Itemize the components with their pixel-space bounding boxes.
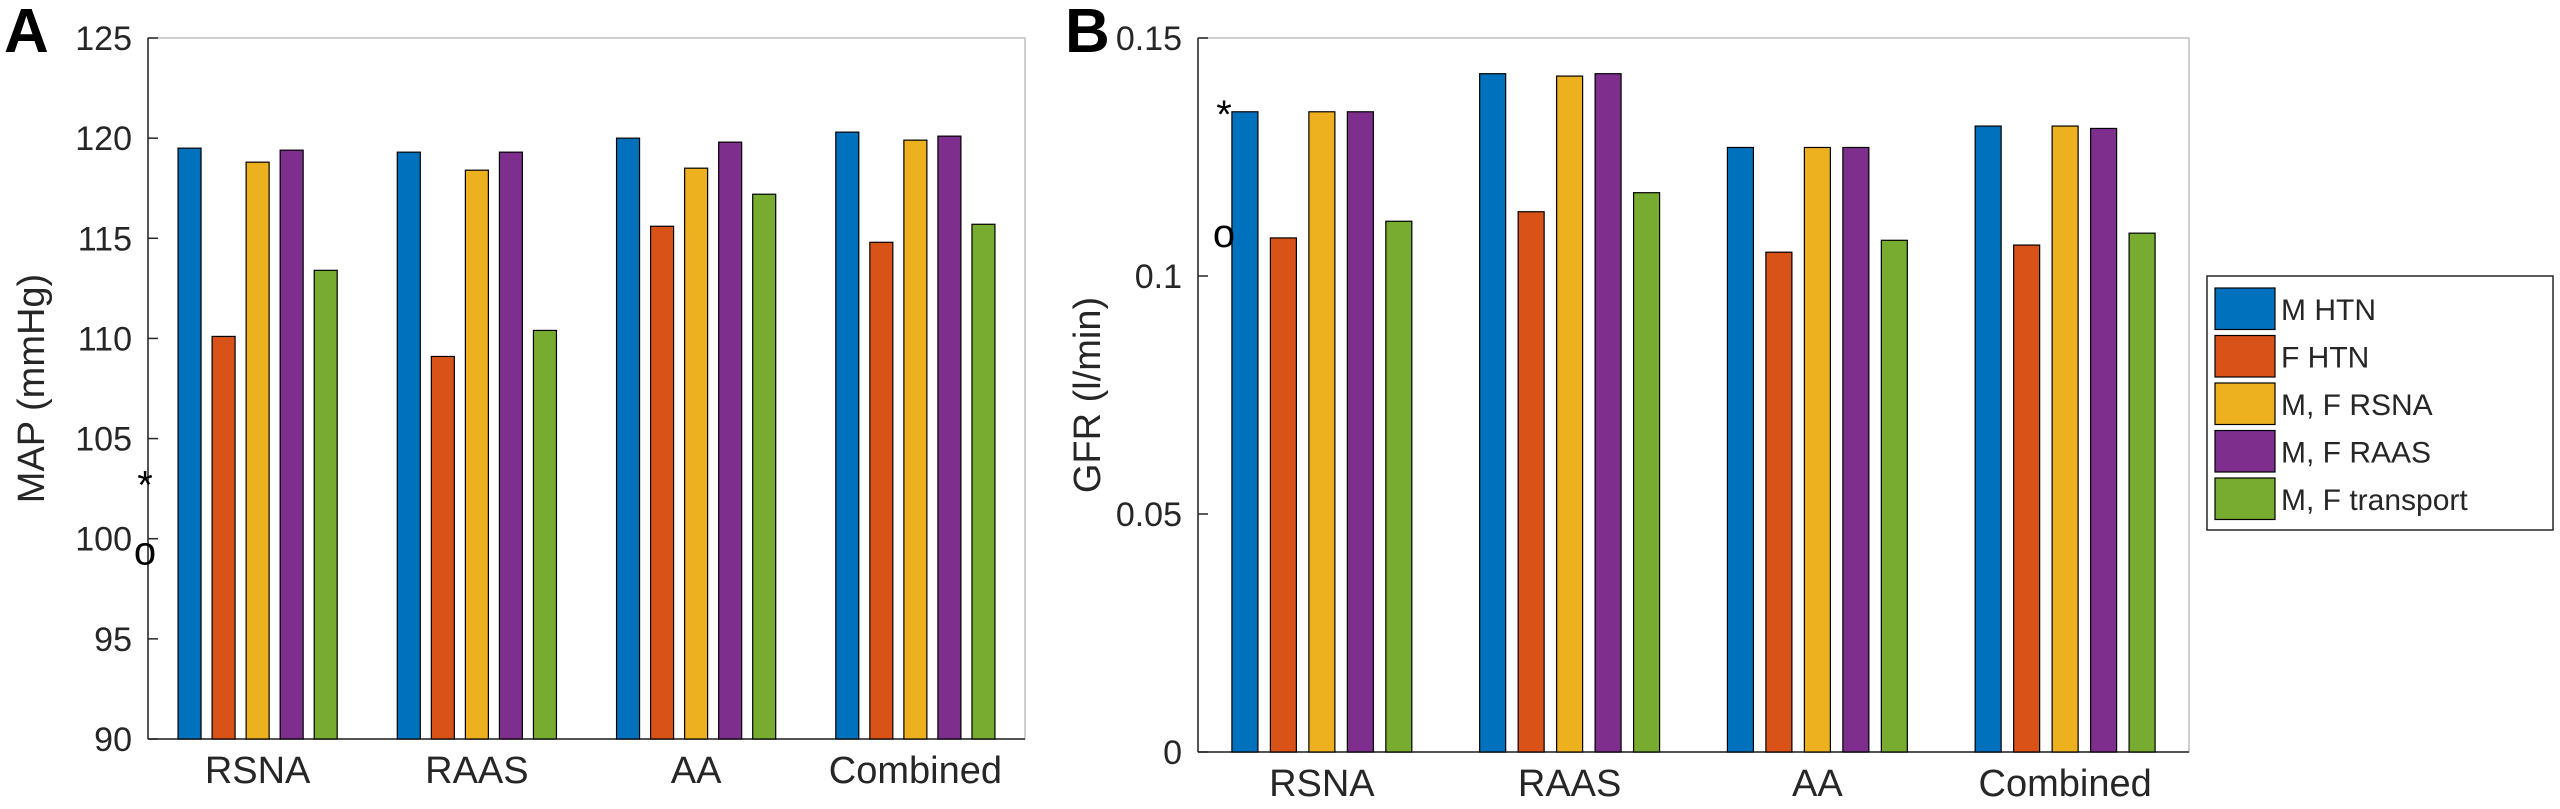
panel-b-bar bbox=[2128, 232, 2156, 753]
panel-b-plot-frame bbox=[1197, 37, 2190, 753]
panel-a-category-label: RAAS bbox=[425, 750, 528, 792]
panel-a-bar bbox=[835, 131, 860, 740]
panel-a-bar bbox=[211, 335, 236, 740]
panel-b-bar bbox=[1594, 73, 1622, 753]
panel-b-category-label: AA bbox=[1792, 763, 1843, 805]
panel-b-bar bbox=[1632, 192, 1661, 753]
panel-b-marker: o bbox=[1213, 212, 1235, 256]
panel-b-bar bbox=[2051, 125, 2079, 753]
panel-b-bar bbox=[1974, 125, 2002, 753]
panel-a-bar bbox=[532, 329, 558, 740]
panel-a-category-label: Combined bbox=[829, 750, 1002, 792]
panel-a-bar bbox=[649, 225, 675, 740]
legend-label: F HTN bbox=[2281, 342, 2369, 375]
panel-b-ytick-label: 0.05 bbox=[1116, 496, 1182, 534]
legend-swatch bbox=[2214, 382, 2276, 426]
panel-b-bar bbox=[1880, 239, 1908, 753]
legend-label: M HTN bbox=[2281, 294, 2376, 327]
panel-a-category-label: AA bbox=[671, 750, 722, 792]
panel-a-ytick-label: 90 bbox=[94, 721, 132, 759]
panel-b-ytick-label: 0.15 bbox=[1116, 20, 1182, 58]
panel-b-bar bbox=[1803, 146, 1831, 753]
panel-b-bar bbox=[1269, 237, 1297, 753]
panel-a-bar bbox=[430, 355, 455, 740]
panel-b-bar bbox=[1308, 111, 1336, 753]
legend-label: M, F transport bbox=[2281, 484, 2468, 517]
panel-b-bar bbox=[1231, 111, 1259, 753]
panel-a-ytick-label: 110 bbox=[78, 320, 132, 358]
panel-b-bar bbox=[1479, 73, 1507, 753]
panel-b-category-label: RAAS bbox=[1518, 763, 1621, 805]
legend: M HTN F HTN M, F RSNA M, F RAAS M, F transpo… bbox=[2206, 275, 2554, 531]
panel-a-plot-frame bbox=[147, 37, 1026, 740]
panel-a-ytick-label: 125 bbox=[75, 20, 132, 58]
panel-b-bar bbox=[2090, 127, 2118, 753]
panel-a-bar bbox=[752, 193, 777, 740]
panel-b-bar bbox=[1346, 111, 1374, 753]
panel-a-y-axis-title: MAP (mmHg) bbox=[11, 274, 53, 503]
panel-b-bar bbox=[2013, 244, 2041, 753]
panel-a-letter: A bbox=[4, 0, 49, 66]
panel-a-bar bbox=[684, 167, 709, 740]
panel-b-ytick-label: 0.1 bbox=[1135, 258, 1182, 296]
panel-a-marker: * bbox=[137, 464, 153, 508]
panel-a-category-label: RSNA bbox=[205, 750, 311, 792]
panel-a-ytick-label: 105 bbox=[75, 421, 132, 459]
panel-b-bar bbox=[1556, 75, 1584, 753]
panel-a-bar bbox=[279, 149, 304, 740]
panel-b-ytick-label: 0 bbox=[1163, 734, 1182, 772]
chart-panel-b: 0 0.05 0.1 0.15 GFR (l/min) RSNA RAAS AA Combine… bbox=[1067, 20, 2190, 805]
panel-a-bar bbox=[464, 169, 489, 740]
legend-swatch bbox=[2214, 287, 2276, 331]
panel-a-bar bbox=[245, 161, 270, 740]
panel-a-bar bbox=[903, 139, 928, 740]
panel-b-y-axis-title: GFR (l/min) bbox=[1067, 297, 1109, 493]
panel-b-letter: B bbox=[1065, 0, 1110, 66]
panel-a-bar bbox=[971, 223, 996, 740]
chart-panel-a: 90 95 100 105 110 115 120 125 MAP (mmHg) RSNA RAAS… bbox=[11, 20, 1026, 792]
panel-a-marker: o bbox=[134, 530, 156, 574]
panel-b-category-label: RSNA bbox=[1269, 763, 1375, 805]
legend-swatch bbox=[2214, 334, 2276, 378]
panel-a-ytick-label: 100 bbox=[75, 521, 132, 559]
legend-label: M, F RAAS bbox=[2281, 437, 2431, 470]
panel-b-bar bbox=[1385, 220, 1413, 753]
panel-a-bar bbox=[313, 269, 338, 740]
panel-a-bar bbox=[396, 151, 421, 740]
panel-b-bar bbox=[1842, 146, 1870, 753]
panel-b-bar bbox=[1765, 251, 1793, 753]
panel-a-ytick-label: 115 bbox=[78, 220, 132, 258]
panel-a-ytick-label: 120 bbox=[75, 120, 132, 158]
panel-a-bar bbox=[937, 135, 962, 740]
panel-a-bar bbox=[869, 241, 894, 740]
panel-a-ytick-label: 95 bbox=[94, 621, 132, 659]
panel-a-bar bbox=[718, 141, 743, 740]
panel-a-bar bbox=[498, 151, 524, 740]
panel-a-bar bbox=[615, 137, 641, 740]
legend-label: M, F RSNA bbox=[2281, 389, 2433, 422]
legend-swatch bbox=[2214, 477, 2276, 521]
panel-b-marker: * bbox=[1216, 93, 1232, 137]
panel-b-bar bbox=[1517, 211, 1545, 753]
legend-swatch bbox=[2214, 429, 2276, 473]
panel-b-bar bbox=[1726, 146, 1755, 753]
panel-b-category-label: Combined bbox=[1979, 763, 2152, 805]
panel-a-bar bbox=[177, 147, 202, 740]
